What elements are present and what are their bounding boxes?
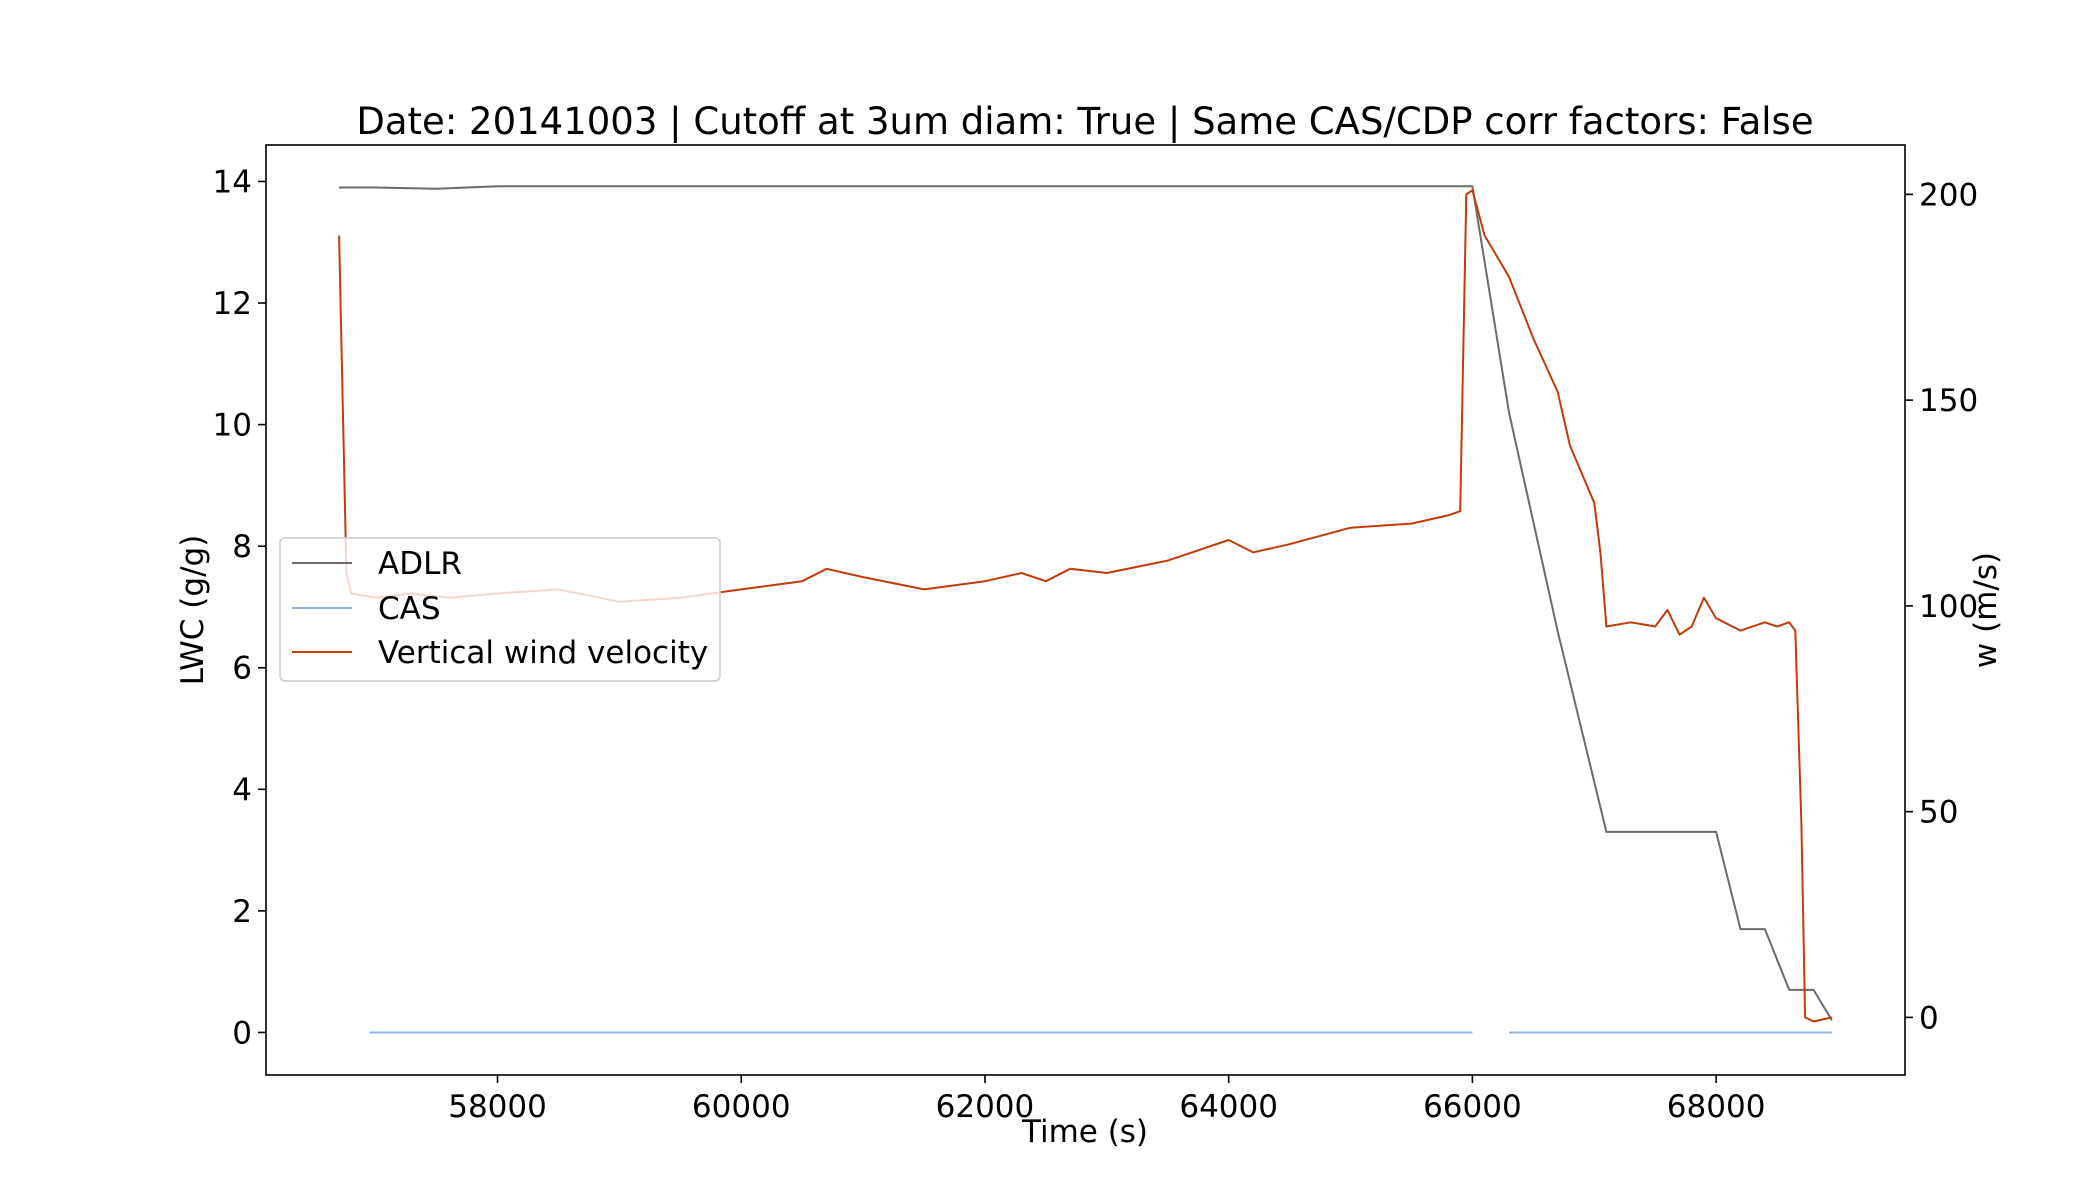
y-tick-label: 6	[232, 651, 252, 687]
legend: ADLR CAS Vertical wind velocity	[279, 537, 721, 682]
y2-tick-label: 100	[1919, 589, 1978, 625]
x-tick-label: 62000	[936, 1089, 1035, 1125]
y-axis-label: LWC (g/g)	[175, 535, 211, 686]
y-tick-label: 2	[232, 894, 252, 930]
legend-label-cas: CAS	[378, 591, 441, 627]
y2-tick-label: 0	[1919, 1000, 1939, 1036]
y-tick-label: 14	[213, 164, 252, 200]
y-tick-label: 8	[232, 529, 252, 565]
y2-tick-label: 150	[1919, 383, 1978, 419]
plot-frame	[265, 144, 1906, 1076]
chart-title: Date: 20141003 | Cutoff at 3um diam: Tru…	[356, 100, 1813, 143]
y2-tick-label: 200	[1919, 177, 1978, 213]
x-axis-label: Time (s)	[1021, 1114, 1148, 1150]
legend-label-wind: Vertical wind velocity	[378, 635, 708, 671]
legend-frame	[279, 537, 721, 682]
legend-label-adlr: ADLR	[378, 546, 462, 582]
axis-layer: 58000 60000 62000 64000 66000 68000 0 2 4 6 8 10 12 1…	[213, 164, 1979, 1125]
x-tick-label: 66000	[1423, 1089, 1522, 1125]
x-tick-label: 64000	[1179, 1089, 1278, 1125]
x-tick-label: 58000	[448, 1089, 547, 1125]
series-line-adlr	[339, 185, 1833, 1021]
y-tick-label: 0	[232, 1015, 252, 1051]
y-tick-label: 10	[213, 408, 252, 444]
y-tick-label: 4	[232, 772, 252, 808]
y-tick-label: 12	[213, 286, 252, 322]
y2-axis-label: w (m/s)	[1968, 552, 2004, 668]
x-tick-label: 60000	[692, 1089, 791, 1125]
y2-tick-label: 50	[1919, 795, 1958, 831]
x-tick-label: 68000	[1667, 1089, 1766, 1125]
